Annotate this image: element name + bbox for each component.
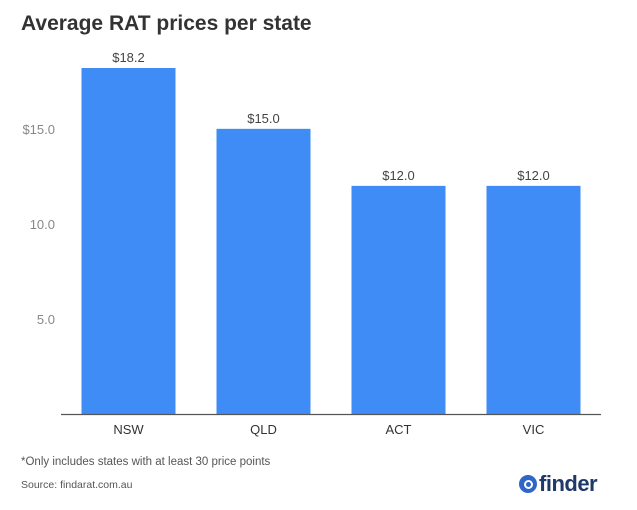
data-label: $12.0: [517, 168, 550, 183]
data-label: $15.0: [247, 111, 280, 126]
source-note: Source: findarat.com.au: [21, 479, 133, 491]
x-tick-label: NSW: [113, 422, 144, 437]
x-tick-label: VIC: [523, 422, 545, 437]
y-tick-label: 5.0: [37, 312, 55, 327]
data-label: $18.2: [112, 50, 145, 65]
x-tick-label: ACT: [386, 422, 412, 437]
finder-logo-text: finder: [539, 471, 598, 496]
bar-act: [351, 185, 446, 414]
bar-qld: [216, 128, 311, 415]
x-tick-label: QLD: [250, 422, 277, 437]
y-tick-label: $15.0: [22, 122, 55, 137]
bar-nsw: [81, 68, 176, 414]
finder-logo-icon: [519, 475, 537, 493]
footnote: *Only includes states with at least 30 p…: [21, 456, 271, 468]
finder-logo: finder: [519, 470, 598, 498]
data-label: $12.0: [382, 168, 415, 183]
bar-chart: 5.0 10.0 $15.0 $18.2 NSW $15.0 QLD $12.0 ACT $12.…: [22, 50, 601, 437]
chart-title: Average RAT prices per state: [21, 12, 312, 35]
bar-vic: [486, 185, 581, 414]
y-tick-label: 10.0: [30, 217, 55, 232]
